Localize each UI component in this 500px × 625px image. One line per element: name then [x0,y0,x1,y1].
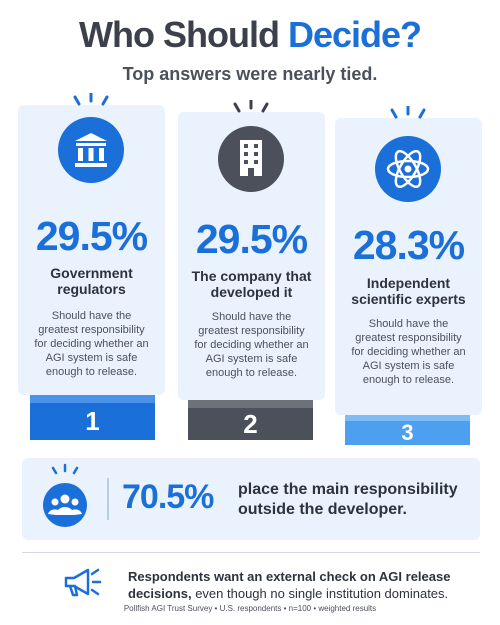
percent: 29.5% [195,216,308,262]
description: Should have the greatest responsibility … [34,310,149,378]
footer-bold: Respondents want an external check on AG… [128,569,451,601]
summary-box [22,458,480,540]
percent: 29.5% [35,213,148,259]
separator [22,552,480,553]
footer-rest: even though no single institution domina… [195,586,449,601]
title-start: Who Should [79,14,280,55]
title-highlight: Decide? [287,14,422,55]
card: 29.5% Government regulators Should have … [18,93,165,395]
people-icon [43,463,87,527]
bank-icon [58,93,124,183]
title: Who Should Decide? [0,14,500,56]
summary-text: place the main responsibility outside th… [238,481,458,518]
building-icon [218,100,284,192]
card: 28.3% Independent scientific experts Sho… [335,106,482,415]
podium: 1 [30,395,155,440]
card: 29.5% The company that developed it Shou… [178,100,325,400]
description: Should have the greatest responsibility … [351,318,466,386]
rank: 1 [85,406,100,436]
description: Should have the greatest responsibility … [194,311,309,379]
atom-icon [375,106,441,202]
footer-text: Respondents want an external check on AG… [128,568,468,602]
label: Government regulators [50,265,133,297]
label: The company that developed it [191,268,312,300]
podium: 3 [345,415,470,445]
rank: 2 [243,408,258,439]
rank: 3 [401,420,414,445]
source: Pollfish AGI Trust Survey • U.S. respond… [123,604,377,613]
label: Independent scientific experts [351,275,466,307]
divider [107,478,109,520]
megaphone-icon [64,568,102,597]
percent: 28.3% [352,222,465,268]
podium: 2 [188,400,313,440]
subtitle: Top answers were nearly tied. [122,64,378,84]
summary-percent: 70.5% [122,478,214,516]
